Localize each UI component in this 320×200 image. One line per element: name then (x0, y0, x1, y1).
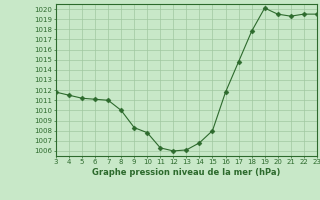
X-axis label: Graphe pression niveau de la mer (hPa): Graphe pression niveau de la mer (hPa) (92, 168, 281, 177)
